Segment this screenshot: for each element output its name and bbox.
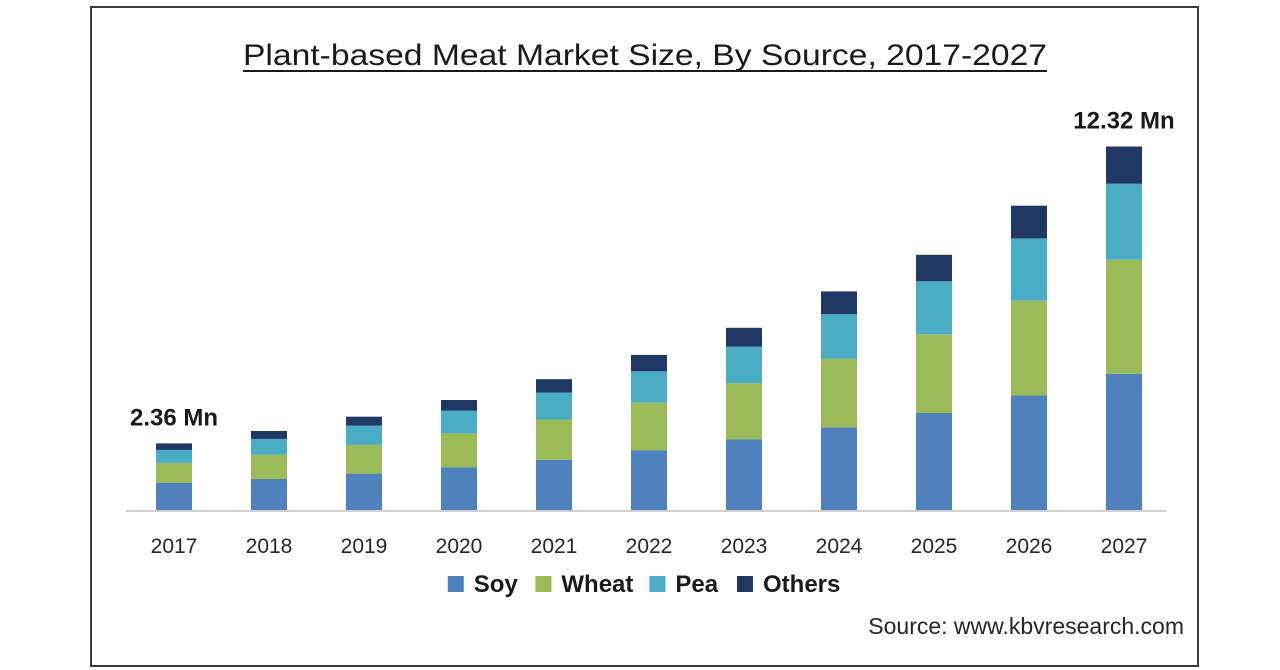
total-annotations: 2.36 Mn 12.32 Mn [130,108,1175,432]
bar-others-2026 [1011,205,1047,239]
bar-others-2018 [251,431,287,439]
bar-wheat-2024 [821,358,857,428]
x-tick-labels: 2017 2018 2019 2020 2021 2022 2023 2024 2025 2026… [151,535,1148,558]
bar-soy-2024 [821,427,857,510]
x-tick-2027: 2027 [1101,535,1148,558]
bar-wheat-2021 [536,419,572,460]
x-tick-2022: 2022 [626,535,673,558]
legend-label-others: Others [763,571,840,598]
chart-frame: Plant-based Meat Market Size, By Source,… [90,6,1199,667]
bar-soy-2027 [1106,373,1142,510]
bar-soy-2020 [441,467,477,510]
chart: Plant-based Meat Market Size, By Source,… [126,39,1184,639]
bar-others-2019 [346,416,382,426]
source-note: Source: www.kbvresearch.com [868,613,1184,639]
bar-others-2020 [441,400,477,411]
x-tick-2025: 2025 [911,535,958,558]
bar-wheat-2017 [156,462,192,483]
bar-others-2024 [821,291,857,314]
bar-pea-2021 [536,392,572,420]
legend-swatch-soy [447,576,464,592]
bar-pea-2017 [156,449,192,463]
bar-pea-2023 [726,346,762,384]
bar-wheat-2025 [916,334,952,413]
legend-label-soy: Soy [474,571,519,598]
x-tick-2026: 2026 [1006,535,1053,558]
bar-pea-2018 [251,438,287,455]
bar-pea-2024 [821,314,857,359]
legend-swatch-pea [649,576,666,592]
bar-pea-2026 [1011,238,1047,301]
bar-others-2021 [536,379,572,393]
bar-soy-2018 [251,479,287,510]
bar-others-2023 [726,327,762,347]
bar-wheat-2022 [631,402,667,451]
bar-soy-2017 [156,482,192,510]
bar-wheat-2018 [251,454,287,479]
bar-soy-2023 [726,439,762,510]
bar-wheat-2026 [1011,300,1047,396]
total-label-2027: 12.32 Mn [1073,108,1174,135]
bar-soy-2026 [1011,395,1047,510]
x-tick-2020: 2020 [436,535,483,558]
bar-pea-2022 [631,371,667,403]
bar-soy-2022 [631,450,667,510]
bar-others-2025 [916,254,952,282]
bar-soy-2021 [536,459,572,510]
bar-pea-2025 [916,281,952,335]
x-tick-2017: 2017 [151,535,198,558]
legend-label-wheat: Wheat [561,571,633,598]
x-tick-2019: 2019 [341,535,388,558]
bar-wheat-2020 [441,433,477,468]
x-tick-2024: 2024 [816,535,863,558]
legend-label-pea: Pea [675,571,718,598]
legend-swatch-wheat [535,576,552,592]
legend-swatch-others [737,576,753,592]
bars-group [156,146,1142,510]
bar-soy-2025 [916,413,952,510]
bar-wheat-2027 [1106,259,1142,374]
x-tick-2023: 2023 [721,535,768,558]
bar-others-2027 [1106,146,1142,184]
bar-soy-2019 [346,473,382,510]
bar-pea-2019 [346,425,382,445]
bar-wheat-2019 [346,444,382,474]
bar-pea-2027 [1106,183,1142,260]
x-tick-2021: 2021 [531,535,578,558]
bar-others-2022 [631,354,667,372]
bar-wheat-2023 [726,383,762,440]
bar-others-2017 [156,443,192,450]
bar-pea-2020 [441,410,477,434]
legend: Soy Wheat Pea Others [447,571,840,598]
chart-title: Plant-based Meat Market Size, By Source,… [243,39,1047,72]
total-label-2017: 2.36 Mn [130,404,218,431]
x-tick-2018: 2018 [246,535,293,558]
